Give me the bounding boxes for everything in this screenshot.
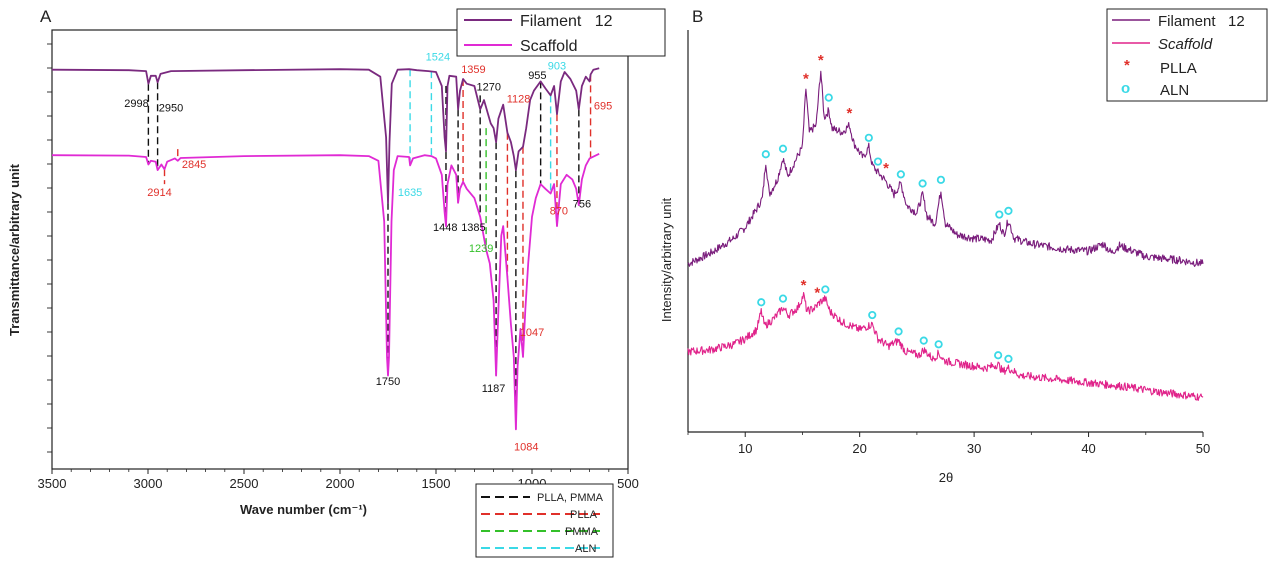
legend-b-filament-label: Filament 12 (1158, 13, 1245, 30)
panel-b-x-tick-label: 10 (738, 441, 752, 456)
panel-a-series-legend: Filament 12 Scaffold (456, 8, 666, 57)
aln-marker (1004, 206, 1013, 215)
aln-marker (824, 93, 833, 102)
legend-label-plla: PLLA (570, 509, 598, 521)
peak-label-2950: 2950 (159, 103, 183, 115)
aln-marker (873, 157, 883, 166)
peak-label-2998: 2998 (124, 98, 148, 110)
peak-label-1448: 1448 (433, 222, 457, 234)
plla-marker: * (803, 71, 809, 88)
panel-b-x-tick-label: 50 (1196, 441, 1210, 456)
peak-label-870: 870 (550, 205, 568, 217)
peak-label-1128: 1128 (507, 93, 531, 105)
panel-a-x-axis-title: Wave number (cm⁻¹) (240, 502, 367, 517)
peak-label-1750: 1750 (376, 376, 400, 388)
peak-label-903: 903 (548, 61, 566, 73)
panel-a-y-axis (47, 43, 52, 453)
panel-b-x-tick-label: 20 (852, 441, 866, 456)
panel-b-x-axis-title: 2θ (939, 470, 953, 485)
panel-b-x-tick-label: 30 (967, 441, 981, 456)
legend-b-aln-symbol: o (1121, 80, 1130, 97)
legend-b-scaffold-label: Scaffold (1158, 36, 1213, 53)
legend-b-plla-symbol: * (1124, 57, 1130, 74)
legend-label-plla-pmma: PLLA, PMMA (537, 492, 604, 504)
panel-b-y-axis-title: Intensity/arbitrary unit (659, 197, 674, 322)
panel-b-markers: * * * * * * (757, 52, 1013, 364)
peak-label-1187: 1187 (482, 383, 506, 395)
plla-marker: * (801, 277, 807, 294)
legend-label-aln: ALN (575, 543, 596, 555)
peak-label-1635: 1635 (398, 187, 422, 199)
peak-label-1047: 1047 (520, 327, 544, 339)
aln-marker (896, 170, 905, 179)
aln-marker (995, 210, 1004, 219)
peak-label-2845: 2845 (182, 159, 206, 171)
aln-marker (919, 336, 928, 345)
legend-b-aln-label: ALN (1160, 82, 1189, 99)
aln-marker (894, 327, 903, 336)
aln-marker (864, 133, 873, 142)
aln-marker (757, 298, 766, 307)
aln-marker (934, 340, 943, 349)
legend-b-plla-label: PLLA (1160, 60, 1197, 77)
panel-b-x-tick-label: 40 (1081, 441, 1095, 456)
peak-label-1239: 1239 (469, 243, 493, 255)
panel-a-series-line-filament (51, 67, 600, 204)
legend-a-filament-label: Filament 12 (520, 13, 613, 30)
aln-marker (868, 310, 877, 320)
plla-marker: * (818, 52, 824, 69)
plla-marker: * (846, 105, 852, 122)
panel-b-legend: Filament 12 Scaffold * PLLA o ALN (1106, 8, 1268, 102)
panel-a-x-tick-label: 3000 (134, 476, 163, 491)
peak-label-756: 756 (573, 198, 591, 210)
peak-label-1524: 1524 (426, 51, 450, 63)
panel-a-letter: A (40, 7, 52, 26)
panel-b-series-line-scaffold (687, 291, 1204, 402)
panel-a-x-tick-label: 1500 (422, 476, 451, 491)
legend-a-scaffold-label: Scaffold (520, 38, 578, 55)
peak-label-1385: 1385 (461, 222, 485, 234)
panel-a-guide-lines (147, 69, 592, 430)
panel-b-series-line-filament (687, 70, 1204, 267)
peak-label-955: 955 (528, 70, 546, 82)
plla-marker: * (883, 160, 889, 177)
panel-a-y-axis-title: Transmittance/arbitrary unit (7, 163, 22, 336)
aln-marker (994, 351, 1003, 360)
aln-marker (778, 144, 788, 153)
panel-a-line-legend: PLLA, PMMA PLLA PMMA ALN (475, 483, 614, 558)
panel-a-x-tick-label: 2000 (326, 476, 355, 491)
peak-label-695: 695 (594, 100, 612, 112)
aln-marker (761, 150, 770, 159)
panel-b-letter: B (692, 7, 703, 26)
peak-label-1084: 1084 (514, 441, 538, 453)
panel-b-series (687, 70, 1204, 402)
plla-marker: * (814, 284, 820, 301)
peak-label-1359: 1359 (461, 64, 485, 76)
aln-marker (918, 179, 927, 188)
panel-b-x-axis: 10 20 30 40 50 (687, 432, 1210, 456)
aln-marker (1004, 354, 1013, 364)
aln-marker (821, 285, 830, 294)
peak-label-1270: 1270 (477, 82, 501, 94)
panel-a-x-tick-label: 3500 (38, 476, 67, 491)
panel-a-x-tick-label: 2500 (230, 476, 259, 491)
peak-label-2914: 2914 (147, 187, 171, 199)
legend-label-pmma: PMMA (565, 526, 599, 538)
aln-marker (778, 294, 788, 303)
panel-a-x-tick-label: 500 (617, 476, 639, 491)
panel-a-series (51, 67, 600, 431)
aln-marker (936, 175, 946, 184)
panel-a-series-line-scaffold (51, 152, 600, 431)
